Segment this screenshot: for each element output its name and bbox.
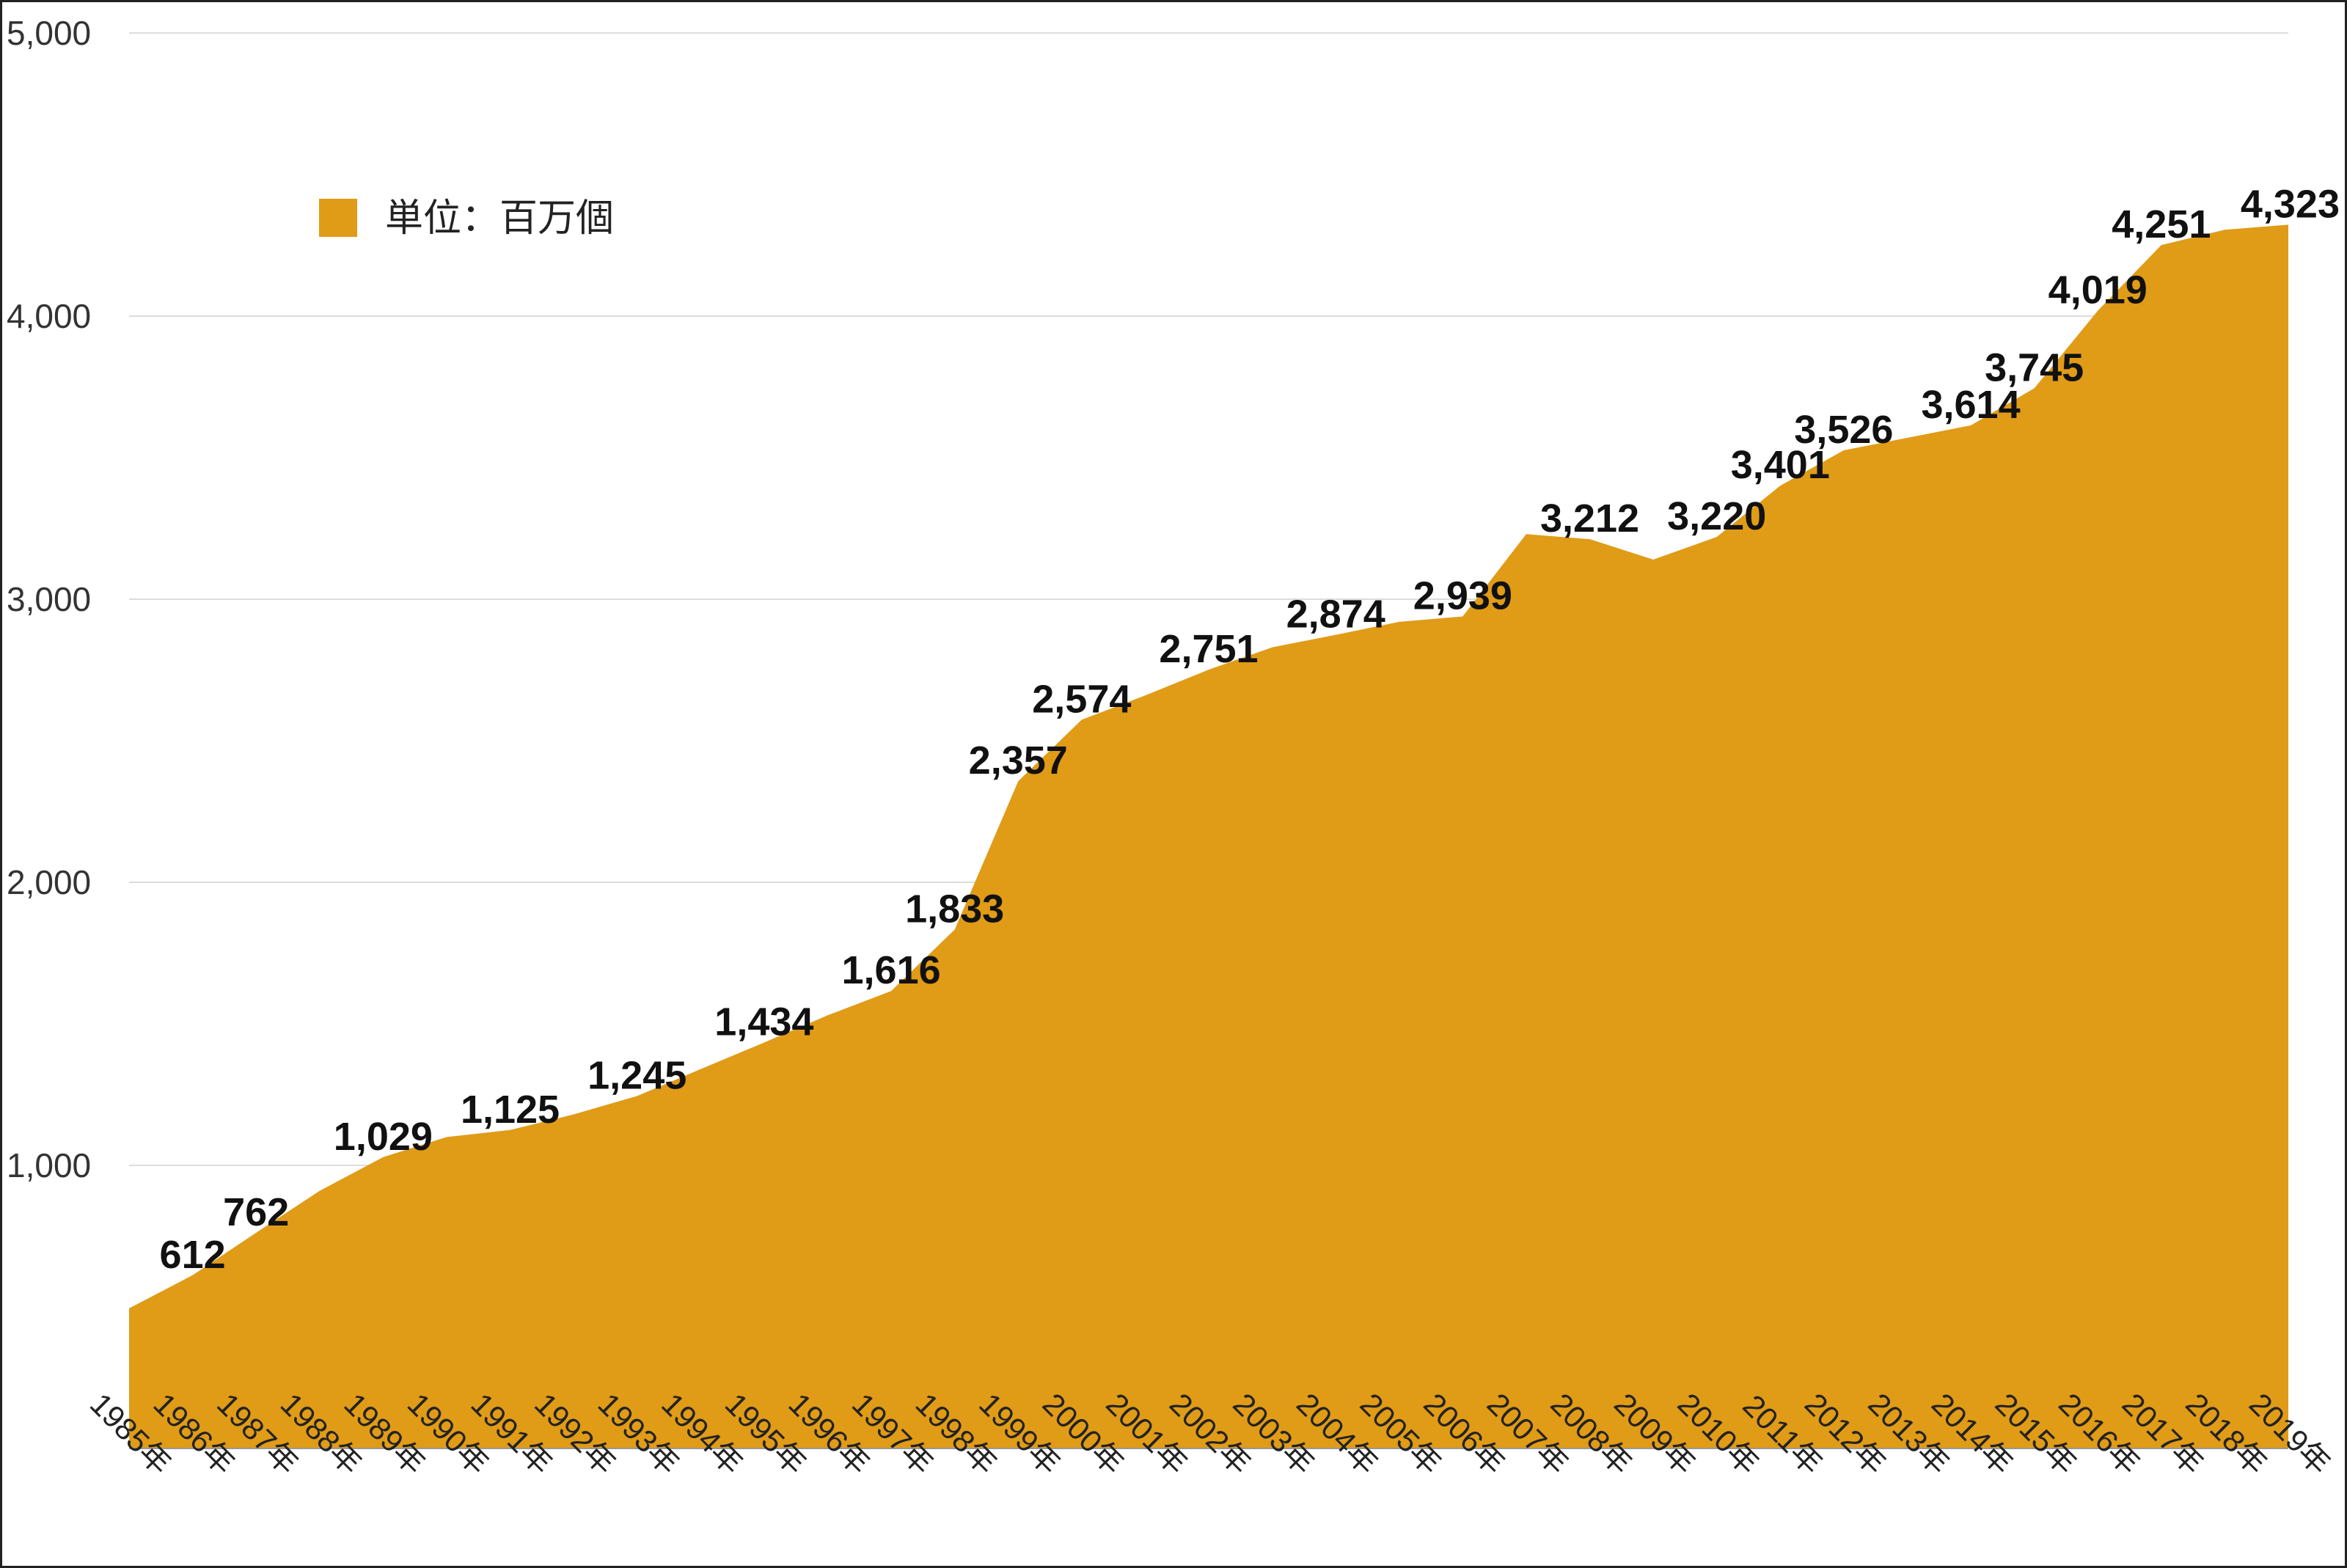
data-label: 1,833 [905,887,1004,931]
data-label: 3,745 [1985,345,2084,389]
data-label: 1,616 [841,948,940,992]
data-label: 2,939 [1413,574,1512,618]
data-label: 3,614 [1921,383,2020,427]
area-series [129,224,2288,1449]
area-fill [129,224,2288,1448]
legend-label: 単位：百万個 [385,197,614,240]
data-label: 3,212 [1540,497,1639,541]
data-label: 1,245 [587,1053,686,1097]
data-label: 2,751 [1159,627,1258,671]
data-label: 1,434 [714,1000,813,1044]
data-label: 612 [160,1233,226,1277]
data-label: 2,874 [1286,593,1385,637]
y-tick-label: 1,000 [7,1146,91,1184]
data-label: 2,574 [1032,677,1131,721]
y-tick-label: 4,000 [7,297,91,335]
data-label: 1,125 [461,1088,560,1132]
y-tick-label: 5,000 [7,14,91,52]
data-label: 4,019 [2048,268,2148,312]
legend: 単位：百万個 [319,197,614,240]
data-label: 3,220 [1667,494,1766,538]
y-axis: 1,000 2,000 3,000 4,000 5,000 [7,14,91,1184]
data-label: 3,526 [1794,408,1893,452]
data-label: 4,323 [2241,182,2340,226]
legend-swatch [319,199,357,237]
data-label: 762 [223,1190,289,1234]
data-label: 2,357 [969,739,1068,783]
data-label: 3,401 [1731,443,1830,487]
y-tick-label: 3,000 [7,580,91,618]
data-label: 1,029 [334,1115,433,1159]
data-label: 4,251 [2112,202,2211,246]
y-tick-label: 2,000 [7,863,91,901]
